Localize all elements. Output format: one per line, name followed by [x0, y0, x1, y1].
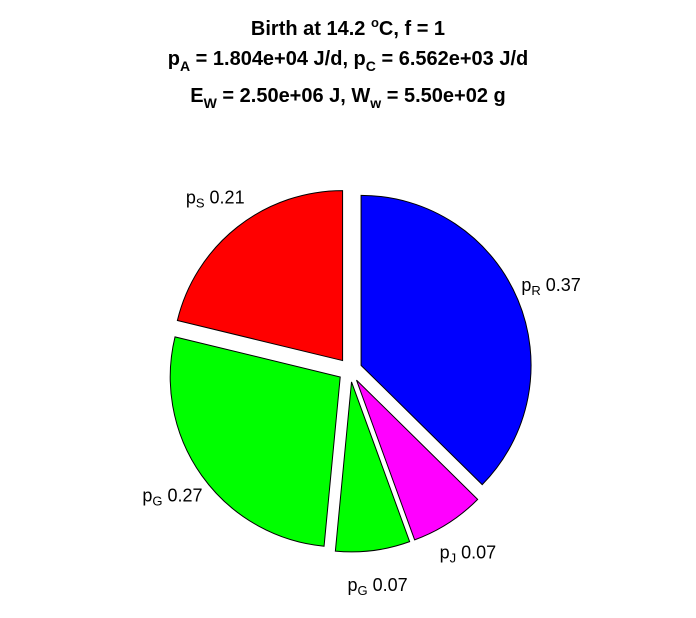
- chart-title: Birth at 14.2 oC, f = 1 pA = 1.804e+04 J…: [0, 8, 696, 118]
- title-text: = 6.562e+03 J/d: [375, 48, 529, 70]
- title-line: pA = 1.804e+04 J/d, pC = 6.562e+03 J/d: [0, 44, 696, 81]
- pie-slice-1: [356, 379, 479, 541]
- pie-slice-4: [176, 190, 344, 362]
- pie-slice-0: [360, 194, 532, 486]
- title-text: W: [203, 95, 217, 111]
- title-line: Birth at 14.2 oC, f = 1: [0, 8, 696, 44]
- title-text: w: [370, 95, 382, 111]
- title-text: Birth at 14.2: [250, 18, 371, 40]
- slice-label-2: pG 0.07: [348, 575, 408, 599]
- pie-slice-2: [334, 381, 411, 553]
- title-text: C, f = 1: [378, 18, 446, 40]
- title-text: A: [179, 58, 191, 74]
- slice-label-3: pG 0.27: [142, 485, 202, 509]
- title-text: E: [190, 85, 204, 107]
- pie-slice-3: [169, 336, 341, 547]
- title-text: p: [167, 48, 180, 70]
- title-text: o: [370, 15, 379, 30]
- title-line: EW = 2.50e+06 J, Ww = 5.50e+02 g: [0, 81, 696, 118]
- title-text: C: [365, 58, 376, 74]
- slice-label-0: pR 0.37: [521, 275, 580, 299]
- title-text: = 2.50e+06 J, W: [216, 85, 371, 107]
- title-text: = 1.804e+04 J/d, p: [190, 48, 366, 70]
- slice-label-1: pJ 0.07: [440, 542, 497, 566]
- slice-label-4: pS 0.21: [186, 187, 245, 211]
- title-text: = 5.50e+02 g: [381, 85, 506, 107]
